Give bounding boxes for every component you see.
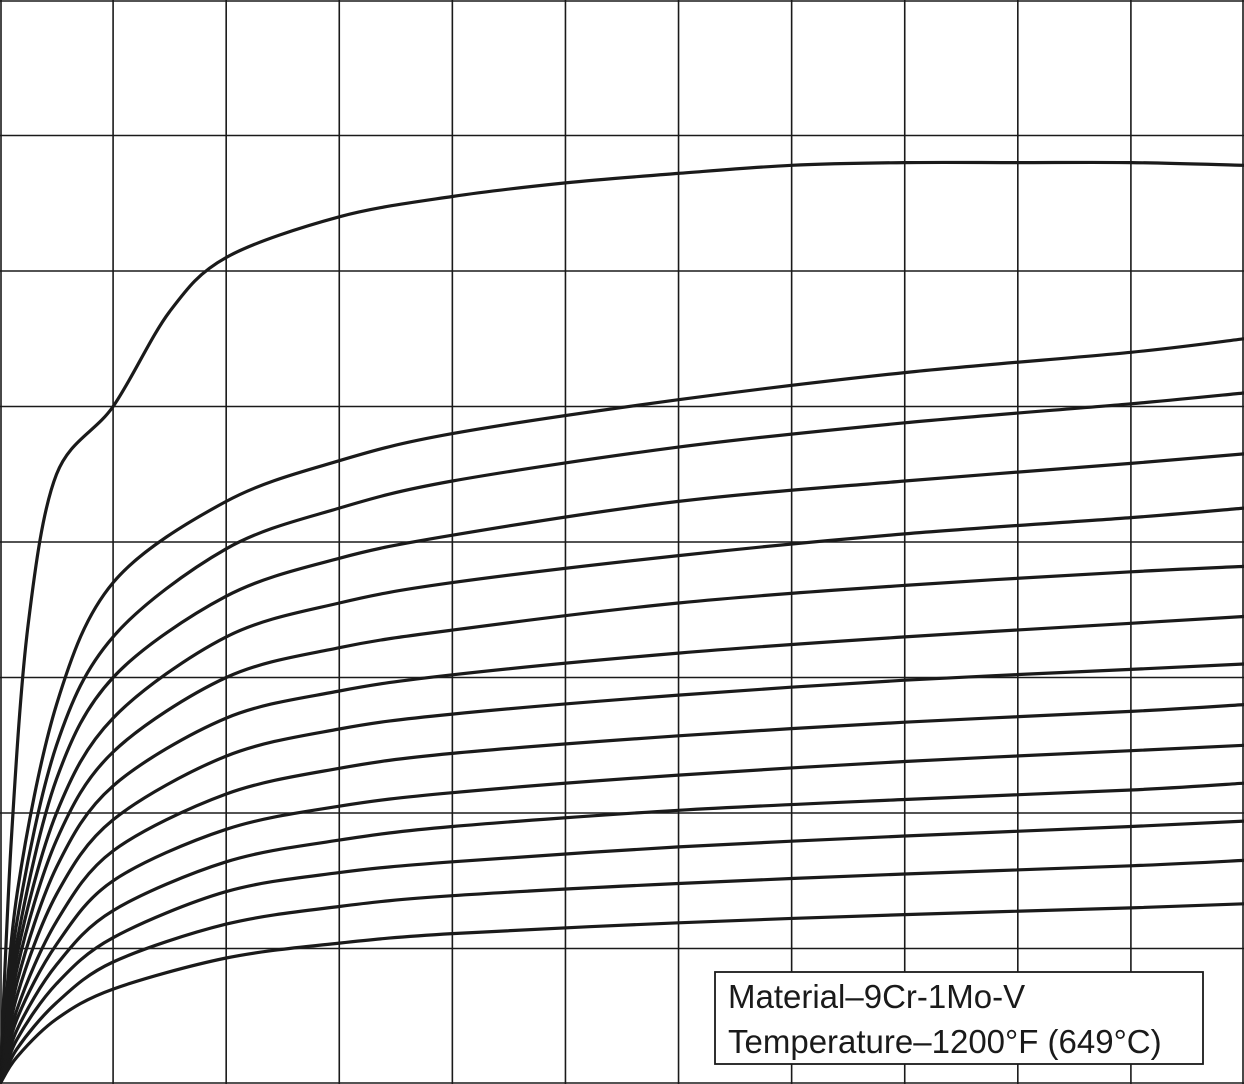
- material-legend: Material–9Cr-1Mo-V Temperature–1200°F (6…: [714, 971, 1204, 1065]
- creep-curve-9: [0, 703, 1244, 1084]
- creep-curve-7: [0, 614, 1244, 1084]
- creep-curve-8: [0, 662, 1244, 1084]
- legend-material-text: Material–9Cr-1Mo-V: [728, 978, 1025, 1015]
- creep-curve-3: [0, 391, 1244, 1084]
- creep-curve-5: [0, 506, 1244, 1084]
- creep-curve-14: [0, 902, 1244, 1084]
- creep-curve-11: [0, 781, 1244, 1084]
- creep-curve-10: [0, 743, 1244, 1084]
- creep-curve-12: [0, 819, 1244, 1084]
- creep-curve-13: [0, 858, 1244, 1084]
- curve-group: [0, 160, 1244, 1084]
- creep-curve-4: [0, 452, 1244, 1084]
- creep-curve-6: [0, 564, 1244, 1084]
- creep-curve-2: [0, 337, 1244, 1084]
- legend-box: [714, 971, 1204, 1065]
- legend-temperature-text: Temperature–1200°F (649°C): [728, 1023, 1162, 1060]
- creep-curve-1: [0, 160, 1244, 1084]
